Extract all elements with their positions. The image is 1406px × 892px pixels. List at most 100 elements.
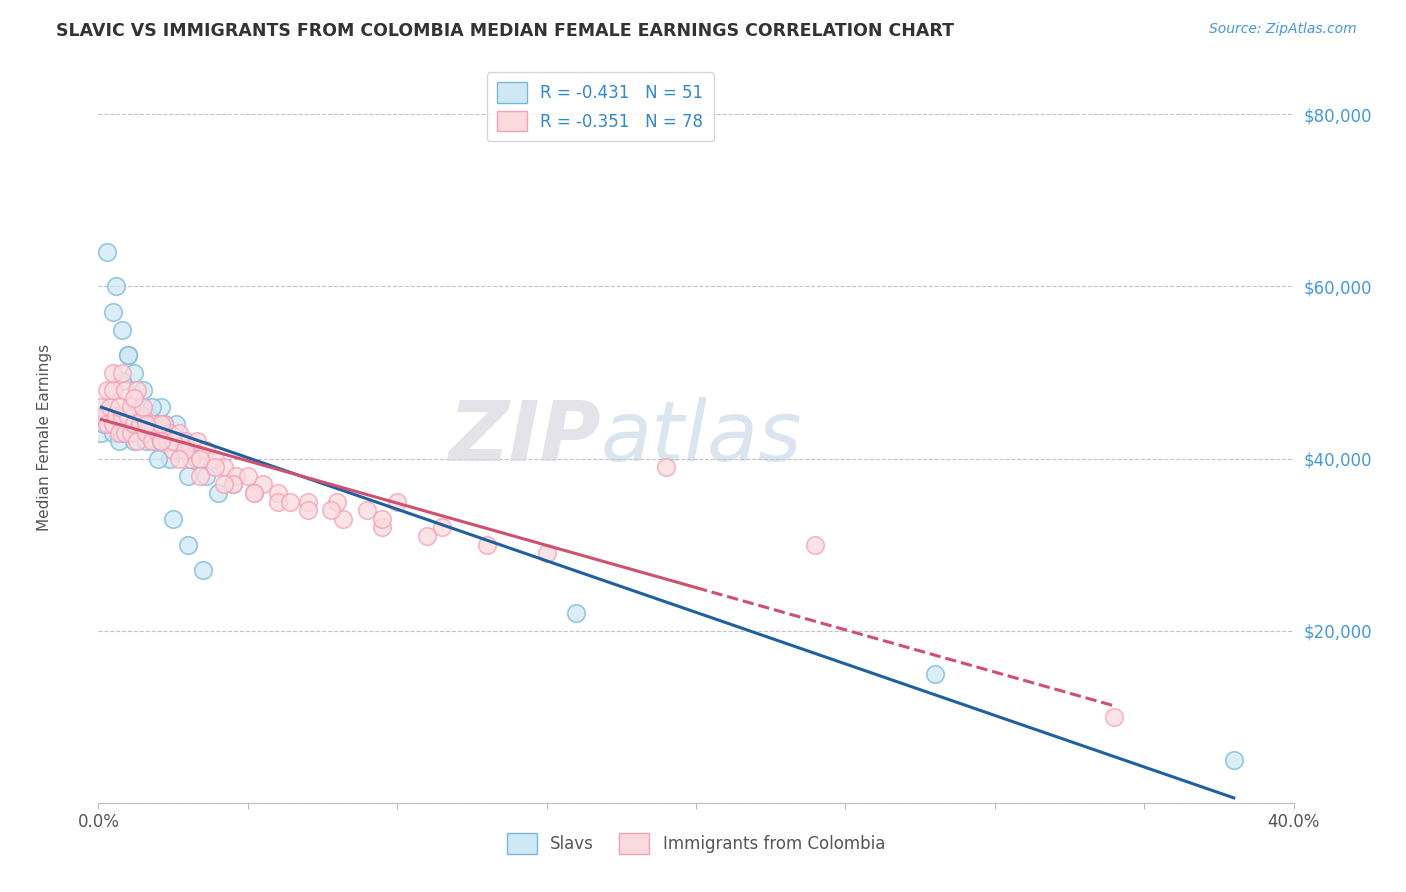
Point [111,374,134,388]
Point [475,538,498,552]
Point [165,434,187,449]
Point [141,434,163,449]
Point [111,322,134,336]
Point [172,434,194,449]
Point [212,460,235,475]
Point [565,607,588,621]
Point [150,434,173,449]
Point [162,442,184,457]
Point [129,400,152,414]
Point [204,460,226,475]
Point [105,279,128,293]
Point [236,468,259,483]
Point [124,366,146,380]
Point [297,503,319,517]
Point [135,417,157,432]
Point [103,425,125,440]
Point [430,520,453,534]
Point [129,417,152,432]
Point [212,477,235,491]
Point [177,538,200,552]
Point [267,486,290,500]
Point [96,245,118,260]
Point [105,409,128,423]
Point [174,442,197,457]
Point [162,512,184,526]
Point [141,425,163,440]
Point [93,417,115,432]
Point [117,348,139,362]
Point [108,400,131,414]
Point [117,417,139,432]
Point [143,434,166,449]
Point [108,425,131,440]
Point [124,434,146,449]
Point [96,383,118,397]
Point [804,538,827,552]
Point [222,477,245,491]
Point [103,383,125,397]
Point [127,434,149,449]
Point [297,494,319,508]
Point [90,425,112,440]
Point [191,564,214,578]
Point [124,417,146,432]
Point [148,451,170,466]
Point [117,348,139,362]
Point [159,451,181,466]
Point [132,409,155,423]
Point [103,366,125,380]
Point [98,400,122,414]
Point [90,400,112,414]
Point [326,494,349,508]
Text: Source: ZipAtlas.com: Source: ZipAtlas.com [1209,22,1357,37]
Point [105,409,128,423]
Point [243,486,266,500]
Point [186,451,208,466]
Point [111,425,134,440]
Point [148,425,170,440]
Text: Median Female Earnings: Median Female Earnings [37,343,52,531]
Point [103,417,125,432]
Point [114,409,136,423]
Point [114,383,136,397]
Point [120,425,142,440]
Point [111,366,134,380]
Point [243,486,266,500]
Point [150,417,173,432]
Point [188,468,211,483]
Point [135,425,157,440]
Point [162,434,184,449]
Point [150,400,173,414]
Point [114,425,136,440]
Point [120,400,142,414]
Point [167,451,190,466]
Point [225,468,247,483]
Point [141,400,163,414]
Point [165,417,187,432]
Point [321,503,343,517]
Point [132,400,155,414]
Point [1104,710,1126,724]
Text: ZIP: ZIP [447,397,600,477]
Point [127,417,149,432]
Text: SLAVIC VS IMMIGRANTS FROM COLOMBIA MEDIAN FEMALE EARNINGS CORRELATION CHART: SLAVIC VS IMMIGRANTS FROM COLOMBIA MEDIA… [56,22,955,40]
Point [141,417,163,432]
Point [138,417,160,432]
Point [188,451,211,466]
Point [153,417,176,432]
Point [416,529,439,543]
Point [96,417,118,432]
Legend: Slavs, Immigrants from Colombia: Slavs, Immigrants from Colombia [501,827,891,860]
Point [135,434,157,449]
Point [132,417,155,432]
Point [177,468,200,483]
Point [148,417,170,432]
Point [93,409,115,423]
Point [195,468,218,483]
Point [174,434,197,449]
Point [111,409,134,423]
Point [153,425,176,440]
Point [180,451,202,466]
Point [138,409,160,423]
